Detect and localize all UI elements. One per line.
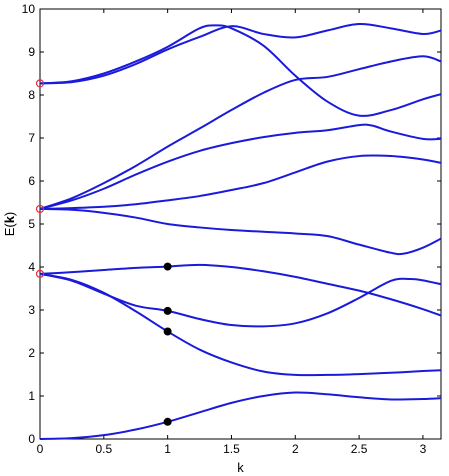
- x-axis-label: k: [237, 460, 244, 475]
- x-tick-label: 3: [420, 442, 427, 456]
- band-line: [39, 272, 442, 377]
- x-tick-label: 1: [164, 442, 171, 456]
- red-open-marker: [35, 79, 45, 88]
- y-axis-label-prefix: E(: [2, 223, 17, 237]
- x-tick-label: 2: [292, 442, 299, 456]
- x-tick-label: 1.5: [223, 442, 240, 456]
- y-axis-label: E(k): [2, 212, 17, 237]
- series-lines: [39, 23, 442, 440]
- black-point-marker: [163, 327, 172, 336]
- black-point-marker: [163, 306, 172, 315]
- y-tick-label: 4: [28, 260, 35, 274]
- y-tick-labels: 0 1 2 3 4 5 6 7 8 9 10: [22, 2, 36, 446]
- y-axis-label-bold: k: [2, 215, 17, 223]
- x-tick-label: 0.5: [95, 442, 112, 456]
- band-line: [39, 55, 442, 210]
- y-tick-label: 10: [22, 2, 36, 16]
- x-tick-label: 0: [37, 442, 44, 456]
- y-axis-label-suffix: ): [2, 212, 17, 216]
- y-tick-label: 6: [28, 174, 35, 188]
- y-tick-label: 1: [28, 389, 35, 403]
- red-open-marker: [35, 204, 45, 214]
- y-tick-label: 0: [28, 432, 35, 446]
- black-point-marker: [163, 262, 172, 271]
- y-tick-label: 2: [28, 346, 35, 360]
- y-tick-label: 7: [28, 131, 35, 145]
- x-tick-label: 2.5: [351, 442, 368, 456]
- band-line: [39, 391, 442, 440]
- markers: [35, 79, 172, 426]
- band-line: [39, 23, 442, 85]
- y-tick-label: 3: [28, 303, 35, 317]
- band-line: [39, 154, 442, 210]
- plot-frame: [39, 8, 442, 440]
- x-tick-labels: 0 0.5 1 1.5 2 2.5 3: [37, 442, 427, 456]
- y-tick-label: 5: [28, 217, 35, 231]
- band-line: [39, 272, 442, 328]
- y-tick-label: 8: [28, 88, 35, 102]
- band-line: [39, 24, 442, 117]
- black-point-marker: [163, 417, 172, 426]
- tick-marks: [39, 8, 441, 440]
- y-tick-label: 9: [28, 45, 35, 59]
- band-line: [39, 123, 442, 210]
- band-line: [39, 263, 442, 317]
- red-open-marker: [35, 269, 45, 278]
- band-line: [39, 207, 442, 256]
